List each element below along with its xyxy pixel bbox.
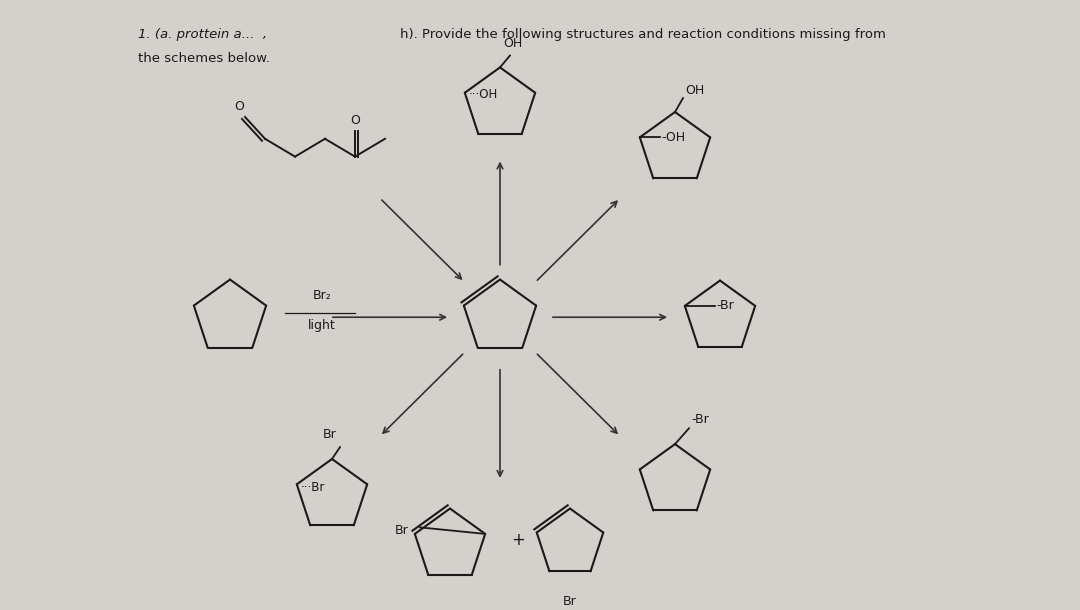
Text: ···OH: ···OH xyxy=(469,88,498,101)
Text: the schemes below.: the schemes below. xyxy=(138,52,270,65)
Text: Br: Br xyxy=(563,595,577,608)
Text: Br: Br xyxy=(394,524,408,537)
Text: -Br: -Br xyxy=(717,300,734,312)
Text: 1. (a. prottein a...  ,: 1. (a. prottein a... , xyxy=(138,28,267,41)
Text: OH: OH xyxy=(685,84,704,97)
Text: ···Br: ···Br xyxy=(301,481,325,494)
Text: Br₂: Br₂ xyxy=(312,289,332,303)
Text: OH: OH xyxy=(503,37,523,49)
Text: h). Provide the following structures and reaction conditions missing from: h). Provide the following structures and… xyxy=(400,28,886,41)
Text: O: O xyxy=(350,114,360,127)
Text: -Br: -Br xyxy=(691,413,708,426)
Text: light: light xyxy=(308,319,336,332)
Text: Br: Br xyxy=(323,428,337,441)
Text: +: + xyxy=(511,531,525,549)
Text: O: O xyxy=(234,100,244,113)
Text: -OH: -OH xyxy=(662,131,686,144)
